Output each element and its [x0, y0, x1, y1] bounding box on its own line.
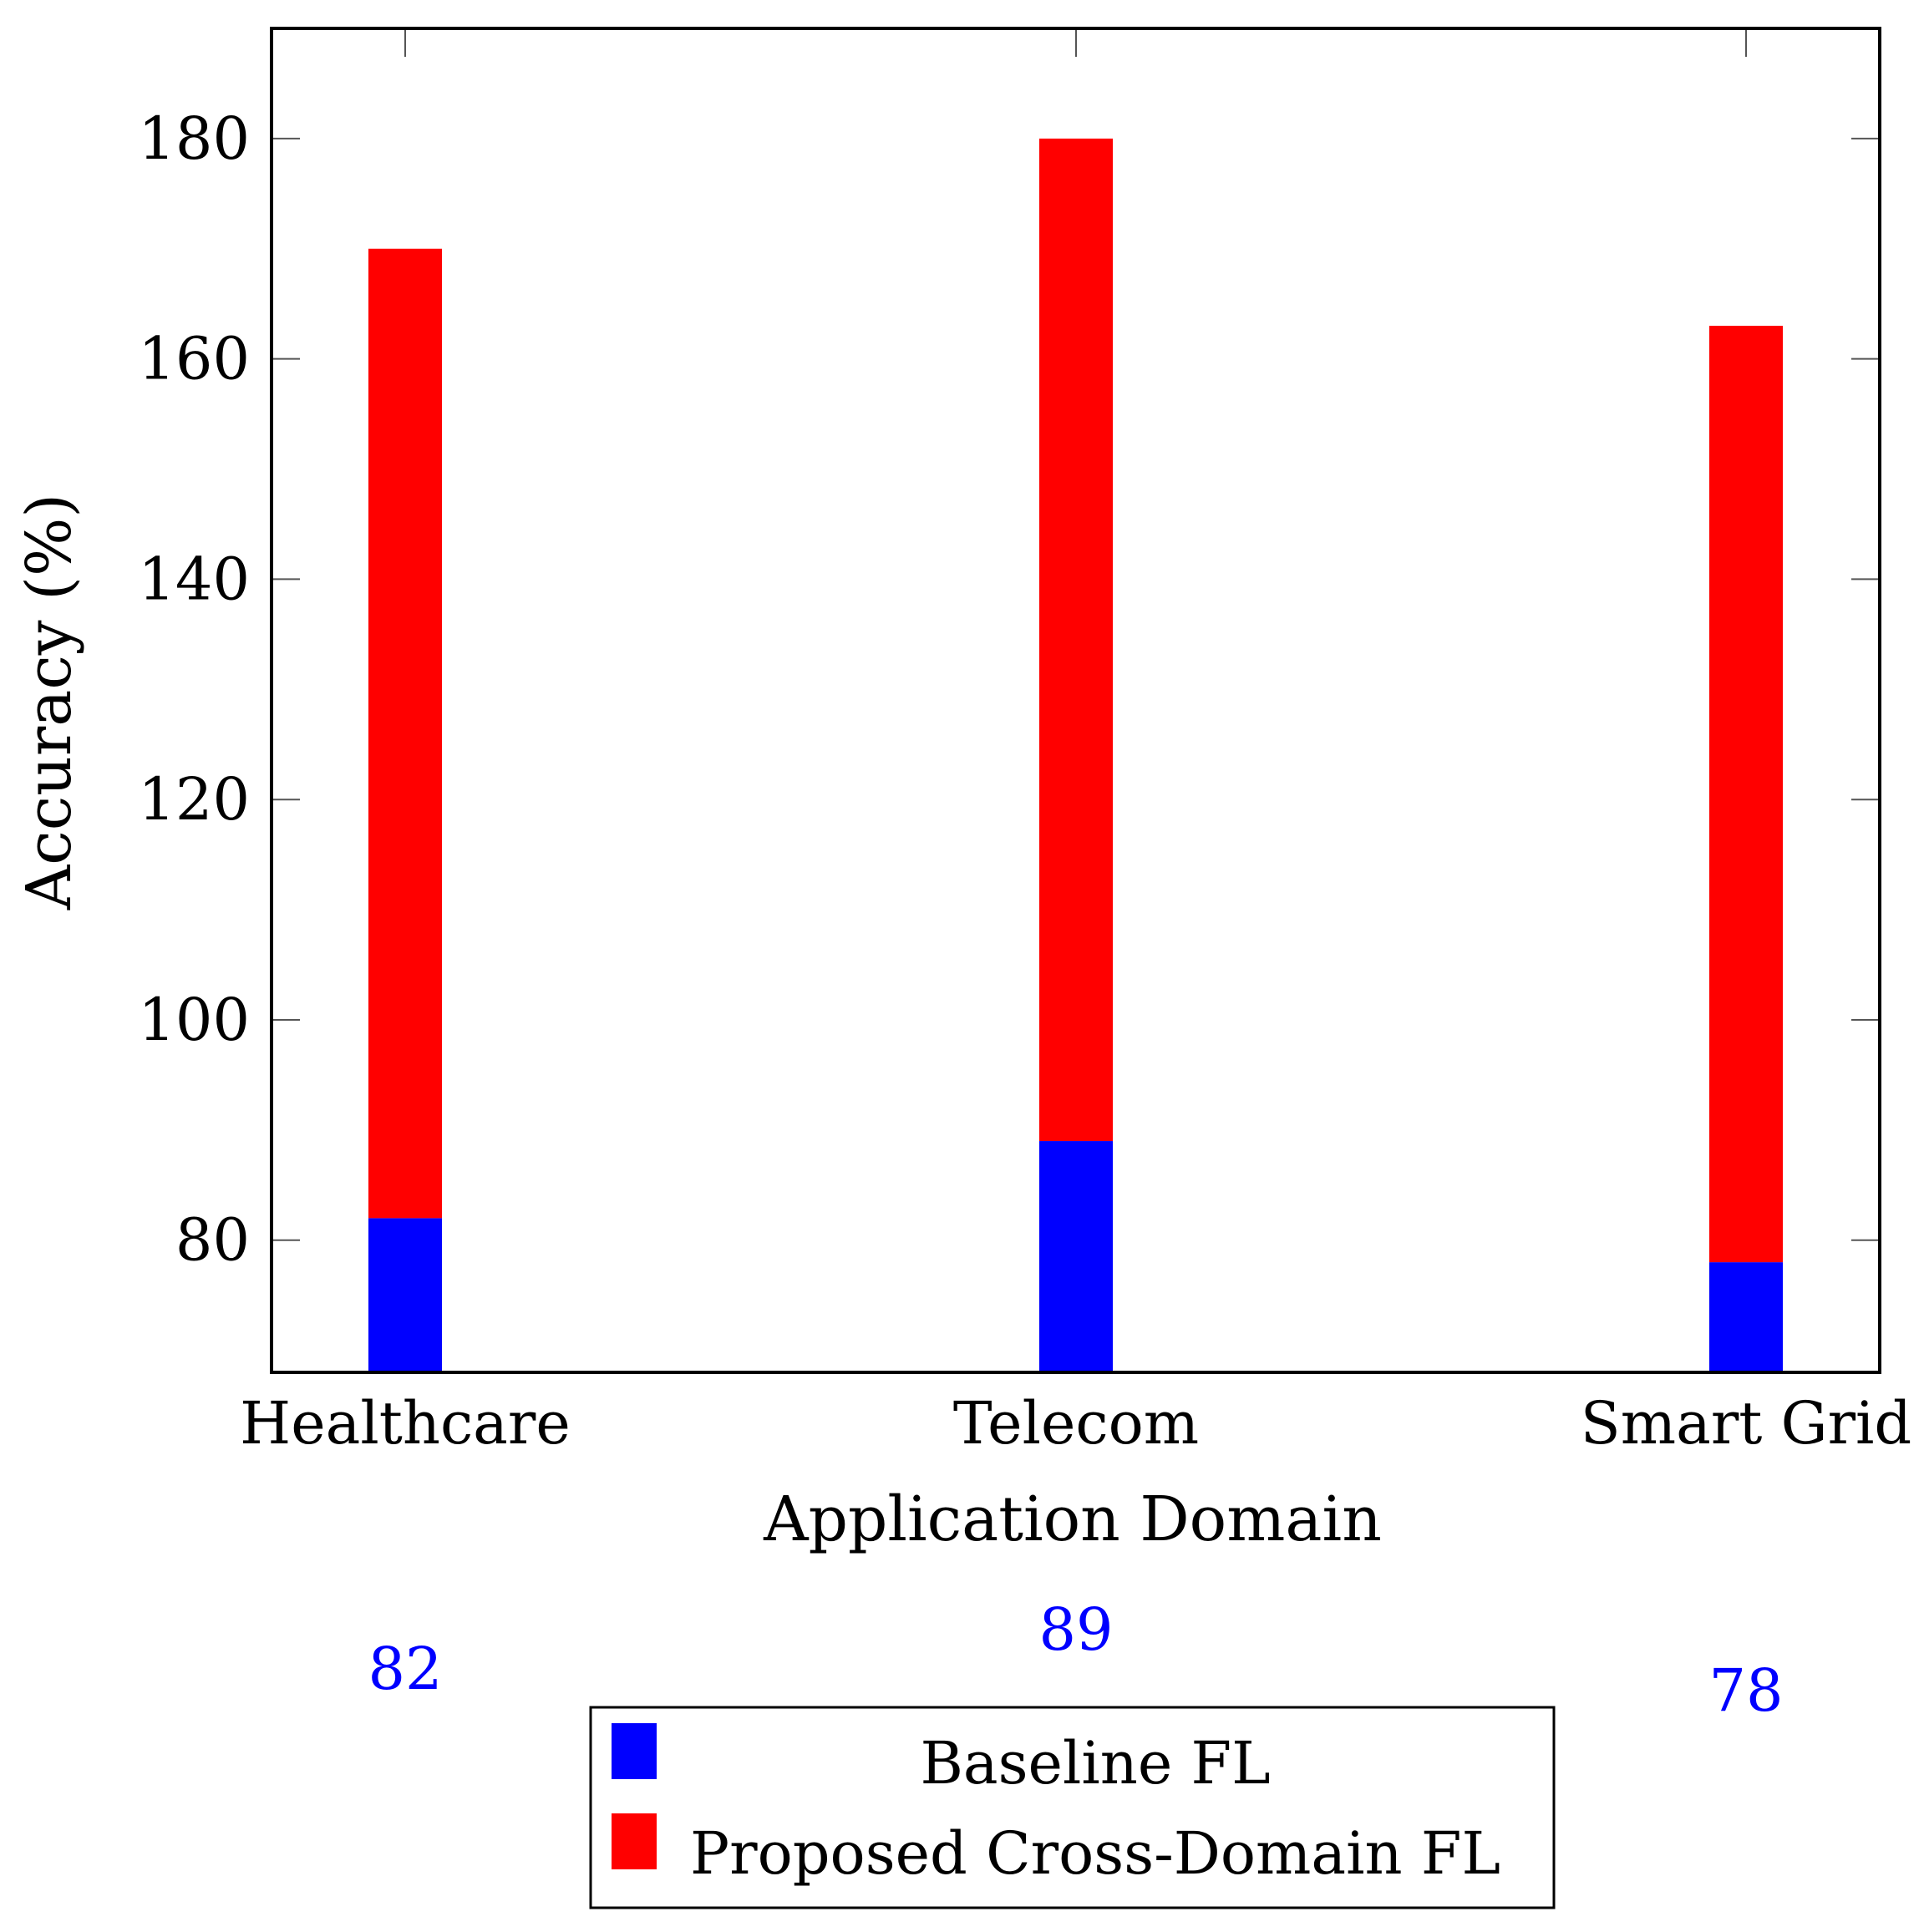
legend-box: [589, 1706, 1556, 1909]
x-tick-label-healthcare: Healthcare: [240, 1389, 571, 1458]
bar-proposed-smart-grid: [1709, 326, 1783, 1263]
bar-baseline-smart-grid: [1709, 1262, 1783, 1372]
legend-label-baseline: Baseline FL: [920, 1729, 1270, 1798]
data-label-smart-grid: 78: [1708, 1656, 1783, 1725]
bar-proposed-telecom: [1039, 138, 1113, 1142]
bar-proposed-healthcare: [368, 248, 442, 1219]
data-label-telecom: 89: [1038, 1595, 1113, 1664]
legend-swatch-baseline: [612, 1723, 657, 1779]
bars-layer: [368, 138, 1783, 1372]
y-tick-label-80: 80: [175, 1206, 250, 1275]
y-tick-label-160: 160: [138, 325, 250, 393]
ticks-layer: [272, 28, 1880, 1241]
data-label-healthcare: 82: [368, 1635, 442, 1703]
legend: Baseline FL Proposed Cross-Domain FL: [589, 1706, 1556, 1909]
y-tick-label-140: 140: [138, 545, 250, 613]
y-tick-labels: 80 100 120 140 160 180: [138, 104, 250, 1275]
data-labels: 82 89 78: [368, 1595, 1783, 1725]
bar-baseline-healthcare: [368, 1218, 442, 1372]
x-tick-label-smart-grid: Smart Grid: [1581, 1389, 1911, 1458]
legend-swatch-proposed: [612, 1813, 657, 1869]
x-tick-labels: Healthcare Telecom Smart Grid: [240, 1389, 1911, 1458]
y-tick-label-100: 100: [138, 986, 250, 1054]
bar-baseline-telecom: [1039, 1141, 1113, 1372]
y-tick-label-180: 180: [138, 104, 250, 173]
x-tick-label-telecom: Telecom: [953, 1389, 1199, 1458]
plot-frame: [270, 27, 1881, 1374]
y-axis-title: Accuracy (%): [13, 494, 85, 910]
y-tick-label-120: 120: [138, 765, 250, 834]
legend-label-proposed: Proposed Cross-Domain FL: [690, 1819, 1500, 1888]
x-axis-title: Application Domain: [763, 1483, 1382, 1555]
